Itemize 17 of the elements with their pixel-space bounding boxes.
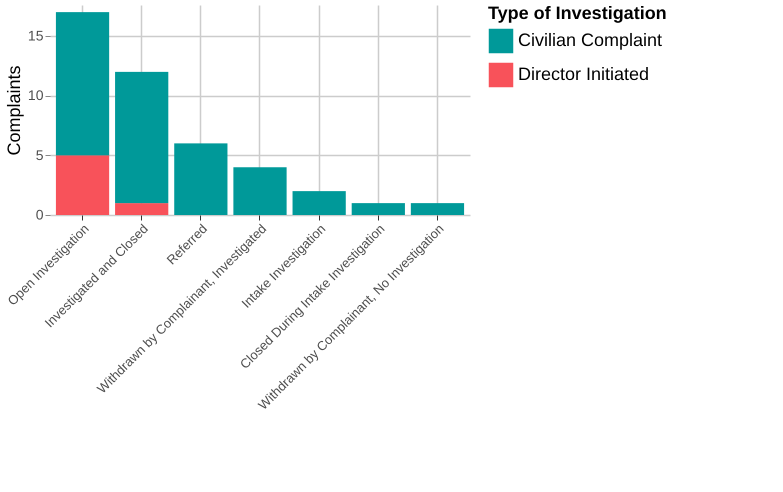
bar bbox=[115, 203, 168, 215]
bar bbox=[292, 191, 346, 215]
bar bbox=[56, 155, 110, 215]
bar bbox=[410, 203, 464, 215]
y-tick-label: 10 bbox=[28, 87, 44, 104]
legend-label: Civilian Complaint bbox=[518, 30, 662, 50]
y-tick-label: 0 bbox=[36, 206, 44, 222]
legend-title: Type of Investigation bbox=[488, 3, 667, 23]
bar bbox=[233, 167, 287, 215]
y-axis-title: Complaints bbox=[4, 65, 24, 156]
bar bbox=[174, 143, 228, 215]
y-tick-label: 5 bbox=[36, 146, 44, 163]
bar bbox=[115, 72, 168, 204]
y-tick-label: 15 bbox=[28, 28, 44, 44]
bar bbox=[56, 12, 110, 156]
bar bbox=[352, 203, 405, 215]
legend-label: Director Initiated bbox=[518, 64, 650, 84]
